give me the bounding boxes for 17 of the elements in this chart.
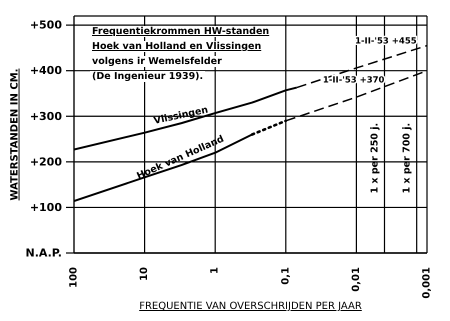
y-tick-label: +300 <box>30 110 62 123</box>
x-tick-label: 0,01 <box>350 266 362 292</box>
annotation: 1-II-'53 +370 <box>322 75 385 86</box>
y-tick-label: +500 <box>30 18 62 32</box>
y-axis-title: WATERSTANDEN IN CM. <box>10 68 21 200</box>
y-tick-label: N.A.P. <box>25 246 62 260</box>
y-tick-label: +200 <box>30 155 62 168</box>
text: Vlissingen <box>152 104 210 127</box>
x-tick-label: 100 <box>68 266 80 288</box>
x-tick-label: 10 <box>139 266 150 281</box>
y-tick-label: +400 <box>30 64 62 78</box>
x-axis-title: FREQUENTIE VAN OVERSCHRIJDEN PER JAAR <box>139 301 362 312</box>
x-tick-label: 0,001 <box>422 266 432 299</box>
x-tick-label: 0,1 <box>280 266 292 285</box>
x-tick-label: 1 <box>210 266 221 274</box>
y-tick-label: +100 <box>30 200 62 214</box>
text: volgens ir Wemelsfelder (De Ingenieur 1939). <box>91 56 223 82</box>
